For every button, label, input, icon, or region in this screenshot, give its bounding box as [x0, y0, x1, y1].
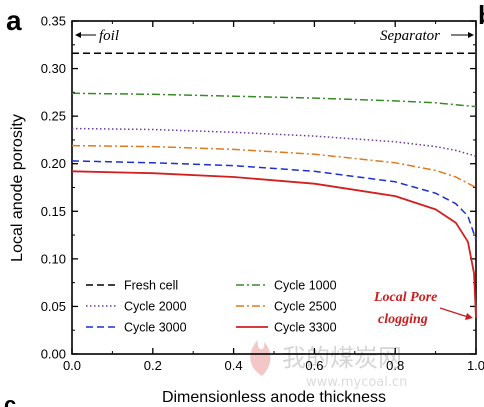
series-line-cycle-3300 — [71, 170, 477, 318]
y-axis-title: Local anode porosity — [9, 114, 26, 262]
flame-logo — [250, 340, 271, 376]
pore-label-line1: Local Pore — [373, 290, 437, 305]
legend-label: Cycle 2500 — [274, 300, 337, 314]
y-tick-label: 0.10 — [41, 251, 66, 266]
pore-label-line2: clogging — [378, 312, 428, 327]
y-axis: 0.00 0.05 0.10 0.15 0.20 0.25 0.30 0.35 — [41, 14, 476, 362]
x-axis-title: Dimensionless anode thickness — [162, 389, 386, 406]
pore-arrow — [439, 307, 469, 318]
watermark-url: www.mycoal.cn — [306, 375, 407, 390]
separator-annotation: Separator — [380, 28, 474, 44]
foil-annotation: foil — [75, 28, 119, 44]
series-layer — [71, 52, 477, 318]
pore-clogging-annotation: Local Pore clogging — [373, 290, 473, 327]
separator-label: Separator — [380, 28, 440, 44]
legend-label: Cycle 3300 — [274, 321, 337, 335]
legend: Fresh cell Cycle 1000 Cycle 2000 Cycle 2500… — [86, 279, 337, 335]
series-line-cycle-3000 — [71, 160, 477, 241]
foil-arrowhead — [75, 32, 81, 38]
x-tick-label: 0.6 — [305, 358, 323, 373]
legend-label: Cycle 1000 — [274, 279, 337, 293]
x-axis: 0.0 0.2 0.4 0.6 0.8 1.0 — [63, 21, 484, 373]
panel-label-c: c — [4, 392, 16, 407]
panel-label-a: a — [6, 5, 22, 36]
y-tick-label: 0.30 — [41, 61, 66, 76]
series-line-cycle-2000 — [71, 127, 477, 157]
pore-arrowhead — [465, 313, 473, 320]
separator-arrowhead — [468, 32, 474, 38]
y-tick-label: 0.20 — [41, 156, 66, 171]
series-line-cycle-2500 — [71, 144, 477, 189]
watermark-text: 我的煤炭网 — [282, 344, 402, 372]
legend-label: Fresh cell — [124, 279, 178, 293]
foil-label: foil — [99, 28, 119, 44]
y-tick-label: 0.25 — [41, 109, 66, 124]
y-tick-label: 0.15 — [41, 204, 66, 219]
x-tick-label: 1.0 — [467, 358, 484, 373]
y-tick-label: 0.00 — [41, 347, 66, 362]
watermark: 我的煤炭网 www.mycoal.cn — [250, 340, 407, 390]
panel-label-b: b — [478, 0, 484, 30]
x-tick-label: 0.0 — [63, 358, 81, 373]
legend-label: Cycle 2000 — [124, 300, 187, 314]
series-line-cycle-1000 — [71, 92, 477, 108]
legend-label: Cycle 3000 — [124, 321, 187, 335]
x-tick-label: 0.2 — [144, 358, 162, 373]
x-tick-label: 0.4 — [225, 358, 243, 373]
y-tick-label: 0.05 — [41, 299, 66, 314]
x-tick-label: 0.8 — [386, 358, 404, 373]
y-tick-label: 0.35 — [41, 14, 66, 29]
